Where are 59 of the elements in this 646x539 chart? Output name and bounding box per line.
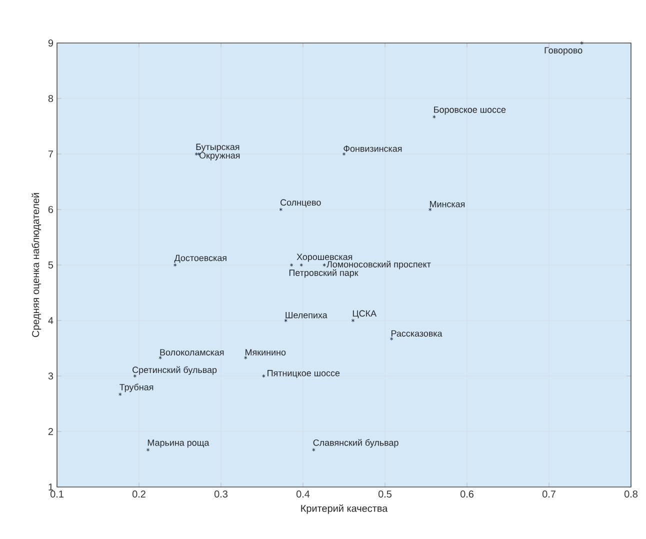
annotation: Окружная	[199, 152, 240, 160]
point	[262, 374, 266, 378]
y-tick-label: 6	[48, 206, 54, 214]
annotation: Минская	[430, 201, 465, 208]
y-tick-label: 1	[48, 484, 53, 490]
annotation: Ломоносовский проспект	[326, 260, 431, 270]
annotation: Петровский парк	[289, 269, 358, 278]
point	[428, 208, 432, 212]
point	[284, 318, 288, 322]
x-tick-label: 0.6	[460, 490, 474, 498]
annotation: Волоколамская	[160, 349, 224, 356]
point	[580, 41, 584, 45]
x-tick-label: 0.3	[214, 490, 228, 498]
annotation: Достоевская	[174, 254, 226, 263]
point	[322, 263, 326, 267]
annotation: Боровское шоссе	[434, 106, 506, 115]
point	[194, 152, 198, 156]
y-tick-label: 9	[48, 39, 54, 47]
annotation: Трубная	[120, 384, 154, 392]
point	[432, 114, 436, 119]
annotation: Бутырская	[196, 144, 240, 152]
point	[158, 356, 162, 360]
annotation: ЦСКА	[352, 310, 377, 318]
point	[342, 152, 346, 156]
annotation: Мякинино	[246, 349, 286, 356]
annotation: Сретинский бульвар	[132, 366, 217, 375]
annotation: Марьина роща	[148, 440, 210, 448]
y-tick-label: 4	[48, 317, 54, 324]
y-tick-label: 2	[48, 428, 53, 435]
annotation: Шелепиха	[286, 312, 328, 318]
x-tick-label: 0.1	[50, 490, 64, 498]
annotation: Рассказовка	[391, 330, 442, 337]
y-axis-title: Средняя оценка наблюдателей	[32, 193, 42, 338]
y-tick-label: 5	[48, 262, 54, 268]
point	[173, 263, 177, 267]
annotation: Славянский бульвар	[313, 439, 398, 448]
x-tick-label: 0.4	[296, 490, 310, 498]
y-tick-label: 7	[48, 150, 53, 158]
y-tick-label: 3	[48, 372, 54, 380]
x-tick-label: 0.7	[542, 490, 556, 498]
x-tick-label: 0.2	[132, 490, 146, 498]
point	[279, 208, 282, 212]
point	[390, 336, 394, 341]
point	[312, 448, 316, 452]
x-tick-label: 0.8	[624, 490, 638, 498]
point	[290, 263, 294, 267]
point	[244, 356, 248, 360]
point	[146, 448, 150, 452]
annotation: Пятницкое шоссе	[268, 370, 340, 378]
annotation: Солнцево	[280, 199, 321, 208]
point	[300, 263, 303, 267]
x-axis-title: Критерий качества	[301, 504, 388, 514]
annotation: Фонвизинская	[344, 146, 402, 152]
annotation: Хорошевская	[296, 254, 352, 262]
point	[118, 392, 122, 396]
point	[351, 318, 355, 322]
annotation: Говорово	[544, 47, 582, 56]
y-tick-label: 8	[48, 94, 54, 102]
x-tick-label: 0.5	[378, 490, 392, 498]
